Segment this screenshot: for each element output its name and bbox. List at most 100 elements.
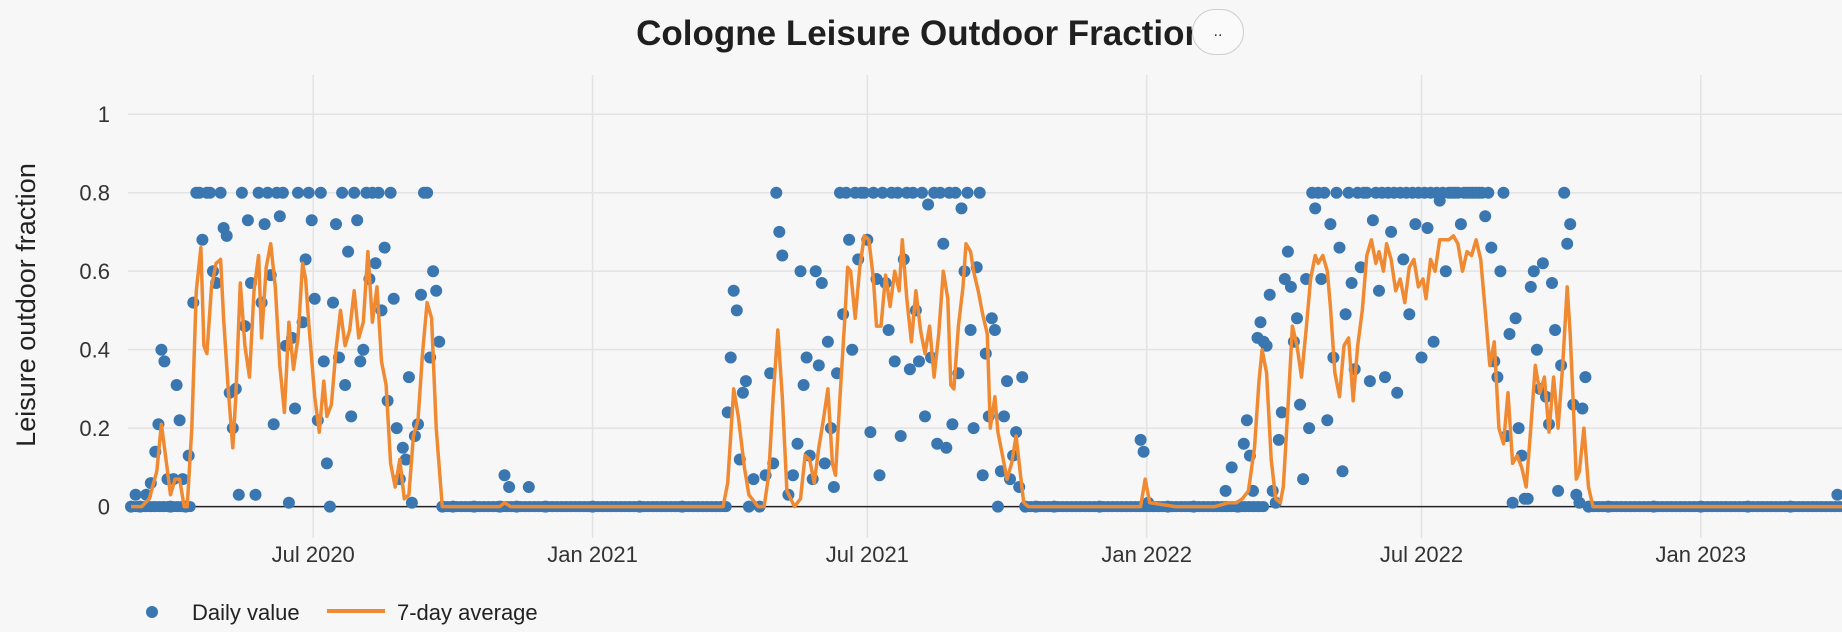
x-tick-label: Jan 2021 [547, 542, 638, 567]
daily-value-point [1506, 496, 1519, 509]
daily-value-point [204, 186, 216, 199]
daily-value-point [730, 304, 743, 317]
daily-value-point [1321, 414, 1334, 427]
daily-value-point [818, 457, 831, 470]
daily-value-point [727, 284, 740, 297]
daily-value-point [342, 245, 355, 258]
daily-value-point [937, 237, 950, 250]
daily-value-point [1373, 284, 1385, 297]
x-tick-label: Jul 2021 [826, 542, 909, 567]
daily-value-point [1482, 186, 1495, 199]
daily-value-point [787, 469, 799, 482]
daily-value-point [1363, 375, 1376, 388]
daily-value-point [1385, 225, 1398, 238]
daily-value-point [1324, 218, 1337, 231]
daily-value-point [770, 186, 783, 199]
plot [125, 186, 1842, 513]
daily-value-point [1254, 316, 1267, 329]
daily-value-point [249, 488, 262, 501]
daily-value-point [378, 241, 391, 254]
y-tick-label: 0.4 [79, 338, 110, 363]
daily-value-point [387, 292, 400, 305]
daily-value-point [843, 233, 856, 246]
legend-label-average[interactable]: 7-day average [397, 600, 538, 625]
daily-value-point [812, 359, 825, 372]
daily-value-point [1439, 265, 1452, 278]
daily-value-point [985, 312, 998, 325]
daily-value-point [864, 426, 877, 439]
daily-value-point [498, 469, 511, 482]
daily-value-point [998, 410, 1010, 423]
daily-value-point [354, 355, 367, 368]
daily-value-point [931, 437, 944, 450]
daily-value-point [1010, 426, 1023, 439]
daily-value-point [1366, 214, 1379, 227]
daily-value-point [1354, 261, 1367, 274]
daily-value-point [797, 379, 810, 391]
daily-value-point [170, 379, 183, 391]
daily-value-point [289, 402, 301, 415]
x-tick-label: Jan 2022 [1101, 542, 1192, 567]
daily-value-point [940, 441, 953, 454]
daily-value-point [800, 351, 813, 364]
daily-value-point [876, 186, 889, 199]
daily-value-point [976, 469, 989, 482]
y-axis-title: Leisure outdoor fraction [11, 163, 41, 447]
daily-value-point [129, 488, 142, 501]
daily-value-point [846, 343, 859, 356]
daily-value-point [1284, 280, 1297, 293]
daily-value-point [345, 410, 358, 423]
daily-value-point [1552, 484, 1565, 497]
daily-value-point [1403, 308, 1416, 321]
y-tick-label: 0 [98, 495, 110, 520]
daily-value-point [1415, 351, 1428, 364]
daily-value-point [1260, 339, 1273, 352]
daily-value-point [724, 351, 737, 364]
daily-value-point [1536, 257, 1549, 270]
daily-value-point [1294, 398, 1306, 411]
daily-value-point [330, 218, 342, 231]
daily-value-point [973, 186, 986, 199]
daily-value-point [1573, 496, 1586, 509]
daily-value-point [894, 430, 907, 442]
daily-value-point [991, 500, 1004, 513]
daily-value-point [396, 441, 409, 454]
daily-value-point [827, 481, 840, 493]
daily-value-point [1016, 371, 1029, 384]
daily-value-point [427, 265, 440, 278]
daily-value-point [1330, 186, 1343, 199]
daily-value-point [1479, 210, 1492, 223]
daily-value-point [267, 418, 280, 431]
daily-value-point [913, 355, 925, 368]
daily-value-point [739, 375, 752, 388]
daily-value-point [1258, 501, 1270, 513]
legend-marker-daily[interactable] [146, 606, 158, 618]
daily-value-point [882, 324, 895, 336]
daily-value-point [979, 347, 992, 360]
daily-value-point [1345, 277, 1358, 289]
daily-value-point [1333, 241, 1346, 254]
legend-label-daily[interactable]: Daily value [192, 600, 300, 625]
daily-value-point [1379, 371, 1391, 384]
daily-value-point [220, 229, 233, 242]
daily-value-point [906, 186, 919, 199]
daily-value-point [522, 481, 535, 493]
legend[interactable]: Daily value 7-day average [146, 600, 538, 625]
daily-value-point [967, 422, 980, 435]
daily-value-point [794, 265, 807, 278]
daily-value-point [1512, 422, 1525, 435]
daily-value-point [1309, 202, 1322, 215]
daily-value-point [873, 469, 886, 482]
daily-value-point [384, 186, 397, 199]
x-tick-label: Jan 2023 [1656, 542, 1747, 567]
daily-value-point [949, 186, 962, 199]
daily-value-point [235, 186, 248, 199]
daily-value-point [891, 186, 904, 199]
daily-value-point [1564, 218, 1577, 231]
daily-value-point [252, 186, 265, 199]
chart-menu-button[interactable]: .. [1192, 9, 1244, 55]
y-tick-label: 0.8 [79, 181, 110, 206]
daily-value-point [776, 249, 789, 262]
daily-value-point [415, 288, 427, 301]
